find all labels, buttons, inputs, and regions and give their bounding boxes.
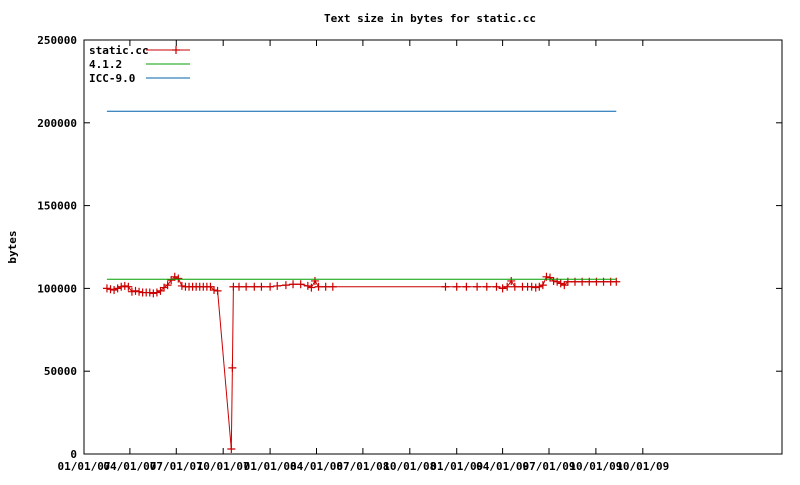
data-point [206,282,215,291]
data-point [131,286,140,295]
series-layer [102,110,621,454]
data-point [250,282,259,291]
data-point [289,280,298,289]
data-point [145,288,154,297]
x-tick-label: 04/01/08 [290,460,343,473]
data-point [321,282,330,291]
data-point [106,285,115,294]
data-point [314,282,323,291]
data-point [213,286,222,295]
data-point [510,282,519,291]
x-tick-label: 10/01/09 [616,460,669,473]
series-line-static-cc [106,276,617,450]
x-axis-ticks: 01/01/0704/01/0707/01/0710/01/0701/01/08… [58,40,669,473]
x-tick-label: 01/01/09 [430,460,483,473]
x-tick-label: 07/01/07 [150,460,203,473]
data-point [498,284,507,293]
data-point [560,281,569,290]
data-point [310,276,319,285]
y-tick-label: 250000 [37,34,77,47]
data-point [452,282,461,291]
data-point [266,282,275,291]
y-tick-label: 0 [70,448,77,461]
data-point [102,284,111,293]
data-point [234,282,243,291]
data-point [531,283,540,292]
data-point [556,279,565,288]
data-point [273,281,282,290]
data-point [503,282,512,291]
data-point [527,282,536,291]
data-point [538,281,547,290]
data-point [167,276,176,285]
data-point [296,280,305,289]
data-point [303,281,312,290]
plot-frame [83,39,783,455]
x-tick-label: 10/01/09 [569,460,622,473]
data-point [549,276,558,285]
data-point [507,276,516,285]
data-point [473,282,482,291]
data-point [441,282,450,291]
data-point [149,289,158,298]
data-point [156,286,165,295]
x-tick-label: 01/01/08 [244,460,297,473]
plot-border [83,39,783,455]
data-point [228,363,237,372]
x-tick-label: 04/01/09 [476,460,529,473]
legend-label: static.cc [89,44,149,57]
x-tick-label: 10/01/08 [383,460,436,473]
x-tick-label: 01/01/07 [58,460,111,473]
data-point [546,273,555,282]
data-point [307,283,316,292]
data-point [492,282,501,291]
data-point [535,282,544,291]
x-tick-label: 07/01/09 [523,460,576,473]
x-tick-label: 07/01/08 [336,460,389,473]
x-tick-label: 04/01/07 [103,460,156,473]
data-point [210,286,219,295]
data-point [177,281,186,290]
legend-label: 4.1.2 [89,58,122,71]
y-tick-label: 50000 [44,365,77,378]
data-point [482,282,491,291]
data-point [281,281,290,290]
data-point [328,282,337,291]
data-point [135,287,144,296]
data-point [124,282,133,291]
x-tick-label: 10/01/07 [197,460,250,473]
data-point [110,286,119,295]
data-point [227,445,236,454]
y-tick-label: 200000 [37,117,77,130]
data-point [117,282,126,291]
data-point [127,287,136,296]
data-point [174,274,183,283]
chart-title: Text size in bytes for static.cc [324,12,536,25]
data-point [462,282,471,291]
data-point [163,281,172,290]
y-tick-label: 150000 [37,200,77,213]
legend-marker [172,46,180,54]
data-point [120,281,129,290]
data-point [242,282,251,291]
data-point [152,288,161,297]
legend-label: ICC-9.0 [89,72,135,85]
y-axis-ticks: 0 50000 100000 150000 200000 250000 [37,34,782,461]
y-tick-label: 100000 [37,282,77,295]
y-axis-label: bytes [6,230,19,263]
data-point [113,284,122,293]
data-point [257,282,266,291]
